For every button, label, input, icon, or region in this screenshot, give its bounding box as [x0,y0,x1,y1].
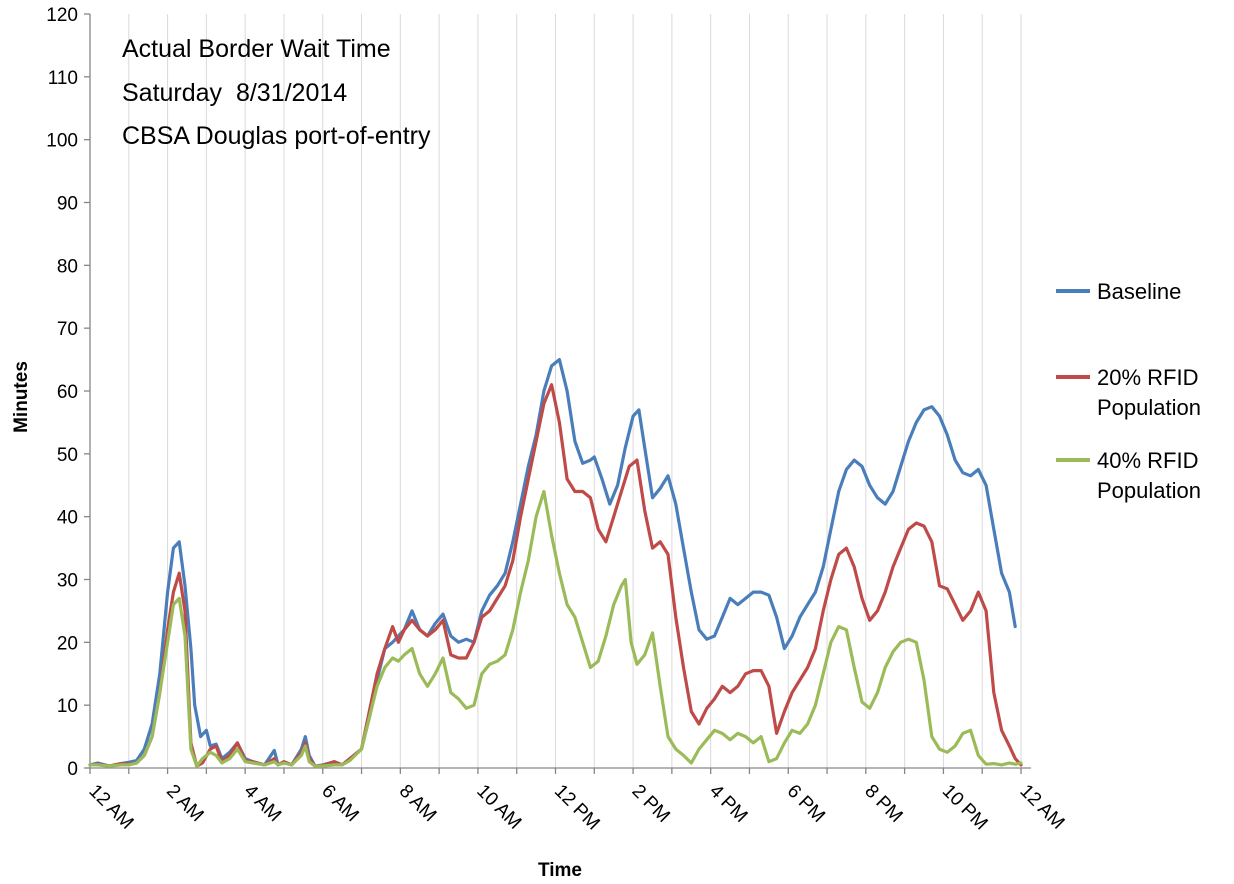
y-axis-title: Minutes [11,361,32,433]
legend-label: Population [1097,478,1201,503]
axes [84,13,1031,774]
y-tick-label: 10 [57,696,78,717]
x-tick-label: 6 AM [317,781,362,826]
series-line-3 [88,489,1023,768]
x-tick-label: 10 AM [472,781,525,834]
y-tick-label: 30 [57,571,78,592]
y-tick-label: 100 [46,131,78,152]
series-line-2 [88,383,1023,768]
y-tick-label: 70 [57,319,78,340]
x-tick-label: 12 AM [84,781,137,834]
x-tick-label: 4 AM [240,781,285,826]
x-tick-labels: 12 AM 2 AM 4 AM 6 AM 8 AM 10 AM 12 PM 2 PM 4 PM 6… [84,781,1068,835]
x-tick-label: 12 AM [1015,781,1068,834]
x-tick-label: 12 PM [550,781,604,835]
legend-label: 40% RFID [1097,448,1198,473]
x-tick-label: 10 PM [938,781,992,835]
legend-item-1: Baseline [1056,279,1181,304]
legend-label: Population [1097,395,1201,420]
y-tick-labels: 0 10 20 30 40 50 60 70 80 90 100 110 120 [46,5,78,780]
y-tick-label: 40 [57,508,78,529]
x-tick-label: 2 PM [628,781,674,827]
y-tick-label: 90 [57,194,78,215]
annotation-line-3: CBSA Douglas port-of-entry [122,122,431,150]
y-tick-label: 120 [46,5,78,26]
y-tick-label: 20 [57,633,78,654]
y-tick-label: 0 [67,759,78,780]
legend-item-2: 20% RFID Population [1056,365,1201,420]
gridlines [128,14,1022,768]
legend-label: Baseline [1097,279,1181,304]
x-tick-label: 4 PM [705,781,751,827]
series-line-1 [88,358,1017,768]
x-tick-label: 6 PM [783,781,829,827]
x-tick-label: 8 PM [860,781,906,827]
y-tick-label: 110 [48,68,78,89]
y-tick-label: 50 [57,445,78,466]
annotation-line-2: Saturday 8/31/2014 [122,79,347,107]
y-tick-label: 60 [57,382,78,403]
x-tick-label: 8 AM [395,781,440,826]
x-tick-label: 2 AM [162,781,207,826]
y-tick-label: 80 [57,256,78,277]
legend: Baseline 20% RFID Population 40% RFID Popula… [1056,279,1201,503]
legend-label: 20% RFID [1097,365,1198,390]
annotation-line-1: Actual Border Wait Time [122,35,391,63]
series-lines [88,358,1023,768]
chart-annotation: Actual Border Wait Time Saturday 8/31/20… [122,35,431,150]
x-axis-title: Time [538,860,582,881]
legend-item-3: 40% RFID Population [1056,448,1201,503]
